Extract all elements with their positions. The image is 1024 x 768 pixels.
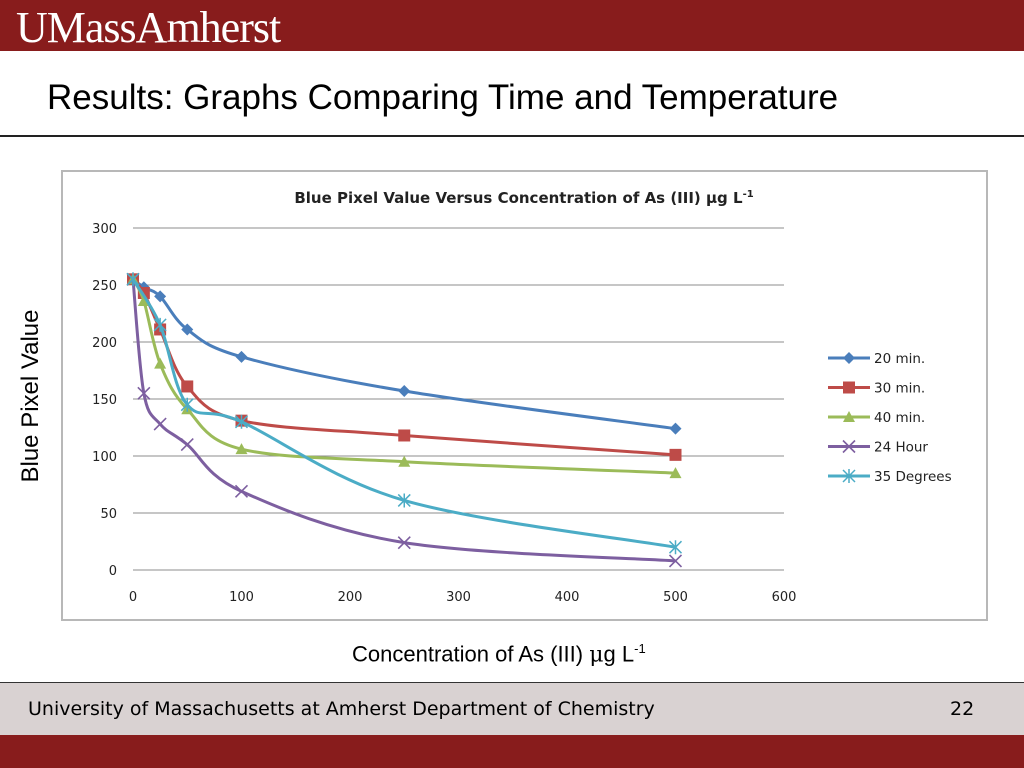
x-axis-title-rest: g L	[603, 641, 635, 667]
data-point-35-degrees	[234, 414, 249, 429]
data-point-40-min	[154, 357, 167, 369]
x-axis-title: Concentration of As (III) μg L-1	[352, 641, 646, 667]
y-tick-label: 50	[100, 507, 117, 522]
legend-label-40-min: 40 min.	[874, 410, 925, 426]
footer-band	[0, 682, 1024, 736]
data-point-35-degrees	[153, 317, 167, 332]
data-point-24-hour	[234, 484, 249, 498]
data-point-35-degrees	[126, 272, 140, 287]
legend-marker-20-min	[843, 352, 855, 364]
header-bar: UMassAmherst	[0, 0, 1024, 51]
legend-label-24-hour: 24 Hour	[874, 440, 928, 456]
x-axis-title-sup: -1	[634, 641, 646, 656]
line-chart: Blue Pixel Value Versus Concentration of…	[92, 189, 952, 605]
series-line-30-min	[131, 278, 676, 457]
data-point-40-min	[235, 443, 248, 455]
y-axis-title: Blue Pixel Value	[17, 309, 44, 483]
data-point-35-degrees	[180, 397, 194, 412]
data-point-30-min	[669, 448, 682, 461]
data-point-24-hour	[153, 417, 167, 431]
y-tick-label: 300	[92, 222, 117, 237]
x-tick-label: 100	[229, 590, 254, 605]
data-point-20-min	[181, 323, 194, 336]
data-point-30-min	[181, 380, 194, 393]
umass-logo: UMassAmherst	[16, 3, 281, 52]
legend-marker-40-min	[843, 411, 855, 422]
y-tick-label: 200	[92, 336, 117, 351]
legend-marker-24-hour	[842, 439, 856, 454]
data-point-20-min	[235, 350, 248, 363]
footer-text: University of Massachusetts at Amherst D…	[28, 698, 655, 720]
title-divider	[0, 135, 1024, 137]
x-axis-title-mu: μ	[589, 642, 604, 668]
data-point-35-degrees	[668, 540, 683, 555]
series-line-24-hour	[131, 279, 676, 563]
data-point-24-hour	[180, 438, 194, 452]
x-axis-title-main: Concentration of As (III)	[352, 641, 590, 667]
y-tick-label: 0	[109, 564, 117, 579]
data-point-20-min	[669, 422, 682, 435]
legend-label-30-min: 30 min.	[874, 381, 925, 397]
x-tick-label: 400	[555, 590, 580, 605]
data-point-24-hour	[137, 386, 151, 400]
chart-frame: Blue Pixel Value Versus Concentration of…	[61, 170, 988, 621]
data-point-40-min	[669, 467, 682, 479]
data-point-40-min	[398, 455, 411, 467]
data-point-20-min	[398, 385, 411, 398]
data-point-30-min	[398, 429, 411, 442]
data-point-24-hour	[397, 536, 411, 550]
series-line-20-min	[132, 278, 676, 431]
data-point-20-min	[154, 290, 167, 303]
legend-label-35-degrees: 35 Degrees	[874, 469, 952, 485]
y-tick-label: 100	[92, 450, 117, 465]
x-tick-label: 200	[338, 590, 363, 605]
data-point-24-hour	[668, 554, 683, 568]
legend-label-20-min: 20 min.	[874, 351, 925, 367]
chart-title: Blue Pixel Value Versus Concentration of…	[294, 189, 753, 207]
slide-title: Results: Graphs Comparing Time and Tempe…	[47, 78, 839, 117]
y-tick-label: 250	[92, 279, 117, 294]
series-line-40-min	[131, 278, 676, 475]
legend-marker-30-min	[843, 381, 855, 394]
page-number: 22	[950, 698, 975, 720]
bottom-bar	[0, 735, 1024, 768]
y-tick-label: 150	[92, 393, 117, 408]
x-tick-label: 300	[446, 590, 471, 605]
x-tick-label: 0	[129, 590, 137, 605]
legend-marker-35-degrees	[842, 469, 856, 483]
x-tick-label: 500	[663, 590, 688, 605]
x-tick-label: 600	[772, 590, 797, 605]
data-point-35-degrees	[397, 493, 411, 508]
